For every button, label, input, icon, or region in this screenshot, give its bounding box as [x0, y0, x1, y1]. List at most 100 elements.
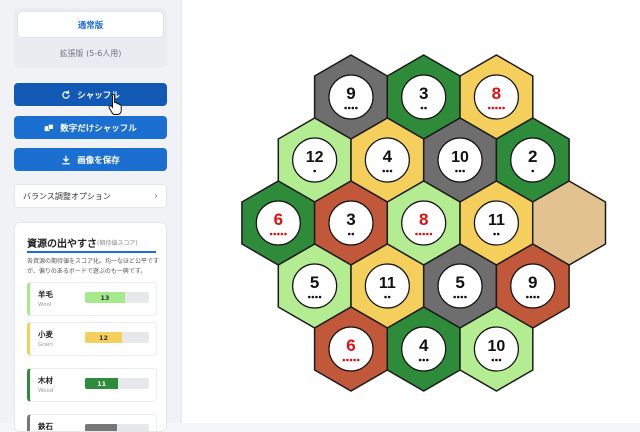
- resource-score-bar: [85, 424, 149, 431]
- number-token: [328, 326, 374, 372]
- number-token-value: 2: [528, 147, 537, 166]
- shuffle-button[interactable]: シャッフル: [14, 83, 167, 106]
- number-token-value: 12: [306, 149, 324, 166]
- probability-dot: [344, 106, 347, 110]
- probability-dot: [307, 295, 311, 299]
- probability-dot: [389, 169, 393, 173]
- resource-row: 木材 Wood 11: [27, 368, 157, 402]
- probability-dot: [384, 295, 387, 299]
- probability-dot: [351, 232, 355, 236]
- number-token: [510, 137, 556, 183]
- panel-description: 各資源の期待値をスコア化。均一なほど公平ですが、偏りのあるボードで遊ぶのも一興で…: [27, 258, 160, 275]
- probability-dot: [487, 106, 491, 110]
- sidebar: 通常版 拡張版 (5-6人用) シャッフル 数字だけシャッフル 画像を保存 バラ…: [0, 0, 181, 432]
- number-token-value: 9: [346, 84, 355, 103]
- number-token: [473, 74, 519, 120]
- probability-dot: [502, 106, 505, 110]
- number-token: [401, 200, 447, 246]
- edition-toggle: 通常版 拡張版 (5-6人用): [14, 8, 167, 68]
- resource-score-value: 11: [97, 379, 107, 388]
- number-token-value: 5: [310, 273, 319, 292]
- hex-tile-grain: 11: [459, 180, 534, 266]
- resource-availability-panel: 資源の出やすさ (期待値スコア) 各資源の期待値をスコア化。均一なほど公平ですが…: [14, 222, 167, 432]
- hex-tile-brick: 9: [495, 243, 570, 329]
- probability-dot: [382, 169, 386, 173]
- number-token-value: 6: [346, 336, 355, 355]
- extended-edition-tab[interactable]: 拡張版 (5-6人用): [59, 48, 122, 58]
- hex-tile-ore: 5: [422, 243, 498, 329]
- probability-dot: [273, 232, 276, 236]
- hex-tile-wood: 4: [386, 306, 461, 392]
- resource-score-bar: 11: [85, 378, 149, 389]
- number-token: [328, 74, 374, 120]
- probability-dot: [356, 358, 360, 362]
- hex-tile-wool: 12: [277, 117, 352, 203]
- probability-dot: [269, 232, 273, 236]
- number-token-value: 8: [492, 84, 501, 103]
- resource-name: 羊毛: [38, 290, 53, 299]
- resource-name-en: Grain: [38, 342, 53, 348]
- standard-edition-tab[interactable]: 通常版: [17, 11, 164, 38]
- probability-dot: [418, 232, 422, 236]
- hex-tile-wood: 3: [386, 54, 461, 140]
- catan-board: 9 3 8 12 4 10 2 6 3 8 11 5 11 5 9 6 4 10: [241, 54, 607, 392]
- probability-dot: [355, 106, 358, 110]
- number-token-value: 11: [488, 212, 505, 229]
- probability-dot: [531, 169, 535, 173]
- resource-row: 鉄石: [27, 414, 157, 431]
- number-token-value: 4: [383, 147, 393, 166]
- hex-tile-ore: 10: [422, 117, 498, 203]
- number-shuffle-label: 数字だけシャッフル: [60, 123, 137, 134]
- hex-tile-grain: 11: [350, 243, 425, 329]
- panel-subtitle: (期待値スコア): [97, 240, 138, 247]
- probability-dot: [495, 358, 498, 362]
- probability-dot: [460, 295, 464, 299]
- probability-dot: [426, 358, 429, 362]
- resource-score-fill: [85, 332, 123, 343]
- number-token-value: 5: [455, 273, 464, 292]
- probability-dot: [347, 106, 351, 110]
- number-token: [364, 263, 410, 309]
- number-token: [255, 200, 301, 246]
- resource-score-fill: [85, 378, 119, 389]
- refresh-icon: [62, 90, 70, 99]
- probability-dot: [491, 358, 495, 362]
- probability-dot: [346, 358, 349, 362]
- hex-tile-grain: 8: [459, 54, 534, 140]
- board-area: 9 3 8 12 4 10 2 6 3 8 11 5 11 5 9 6 4 10: [182, 0, 640, 423]
- probability-dot: [311, 295, 315, 299]
- resource-name: 木材: [38, 376, 53, 385]
- probability-dot: [349, 358, 353, 362]
- number-token: [292, 137, 338, 183]
- number-token: [437, 137, 483, 183]
- probability-dot: [456, 295, 460, 299]
- probability-dot: [353, 358, 356, 362]
- probability-dot: [418, 358, 422, 362]
- chevron-right-icon: ›: [154, 190, 158, 202]
- number-token-value: 3: [419, 84, 428, 103]
- resource-score-value: 12: [99, 333, 109, 342]
- probability-dot: [315, 295, 318, 299]
- probability-dot: [496, 232, 500, 236]
- number-token-value: 10: [488, 338, 506, 355]
- probability-dot: [498, 358, 502, 362]
- probability-dot: [526, 295, 529, 299]
- probability-dot: [426, 232, 429, 236]
- dice-icon: [44, 123, 54, 131]
- number-shuffle-button[interactable]: 数字だけシャッフル: [14, 116, 167, 139]
- probability-dot: [536, 295, 540, 299]
- resource-score-bar: 12: [85, 332, 149, 343]
- resource-row: 羊毛 Wool 13: [27, 282, 157, 316]
- probability-dot: [429, 232, 433, 236]
- number-token-value: 8: [419, 210, 428, 229]
- probability-dot: [533, 295, 536, 299]
- probability-dot: [491, 106, 495, 110]
- shuffle-label: シャッフル: [77, 90, 120, 101]
- hex-tile-wood: 2: [495, 117, 570, 203]
- save-image-button[interactable]: 画像を保存: [14, 148, 167, 171]
- balance-options-toggle[interactable]: バランス調整オプション ›: [14, 184, 167, 208]
- probability-dot: [342, 358, 346, 362]
- resource-row: 小麦 Grain 12: [27, 322, 157, 356]
- probability-dot: [495, 106, 498, 110]
- resource-score-fill: [85, 292, 125, 303]
